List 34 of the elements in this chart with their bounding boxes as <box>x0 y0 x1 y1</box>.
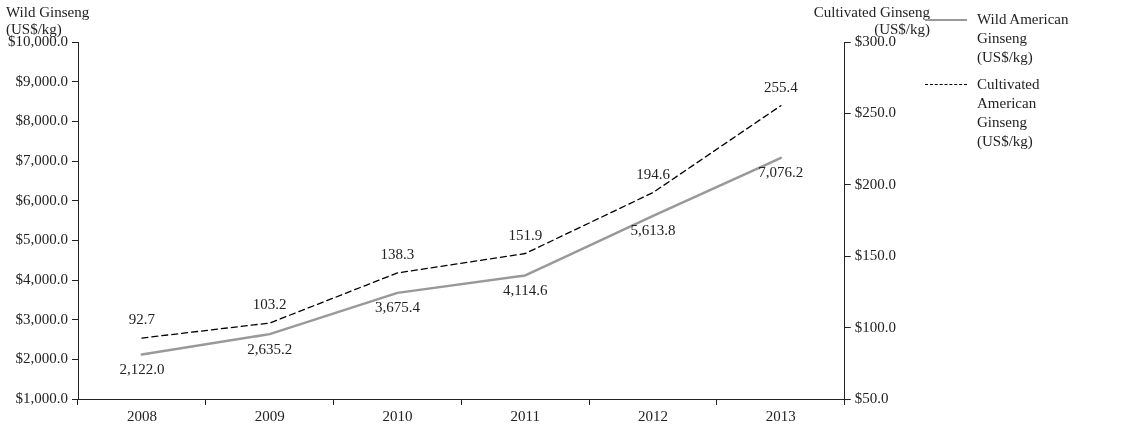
y-tick-label: $3,000.0 <box>15 310 68 327</box>
data-label: 7,076.2 <box>758 164 804 181</box>
y2-tick-label: $200.0 <box>854 175 896 192</box>
y-tick-label: $8,000.0 <box>15 112 68 129</box>
y-tick-label: $6,000.0 <box>15 191 68 208</box>
data-label: 4,114.6 <box>503 281 548 298</box>
y-tick-label: $1,000.0 <box>15 389 68 406</box>
data-label: 3,675.4 <box>374 299 421 316</box>
data-label: 138.3 <box>380 246 415 263</box>
data-label: 194.6 <box>636 165 671 182</box>
y-tick-label: $2,000.0 <box>15 350 68 367</box>
data-label: 2,635.2 <box>247 340 293 357</box>
legend-label: Wild American Ginseng (US$/kg) <box>977 10 1070 67</box>
y2-tick-label: $50.0 <box>854 389 889 406</box>
data-label: 255.4 <box>763 79 799 96</box>
y-tick-label: $7,000.0 <box>15 151 68 168</box>
x-tick-label: 2013 <box>765 407 796 424</box>
y-tick-label: $5,000.0 <box>15 231 68 248</box>
y2-tick-label: $150.0 <box>854 247 896 264</box>
x-tick-label: 2012 <box>638 407 669 424</box>
x-tick-label: 2011 <box>510 407 540 424</box>
x-tick-label: 2008 <box>126 407 157 424</box>
y-tick-label: $4,000.0 <box>15 270 68 287</box>
data-label: 151.9 <box>508 226 543 243</box>
y-tick-label: $9,000.0 <box>15 72 68 89</box>
y2-tick-label: $250.0 <box>854 104 896 121</box>
x-tick-label: 2010 <box>382 407 413 424</box>
x-tick-label: 2009 <box>254 407 285 424</box>
data-label: 103.2 <box>252 296 287 313</box>
data-label: 2,122.0 <box>119 360 165 377</box>
y2-tick-label: $100.0 <box>854 318 896 335</box>
data-label: 5,613.8 <box>630 222 676 239</box>
data-label: 92.7 <box>128 311 156 328</box>
legend-label: Cultivated American Ginseng (US$/kg) <box>977 75 1041 151</box>
